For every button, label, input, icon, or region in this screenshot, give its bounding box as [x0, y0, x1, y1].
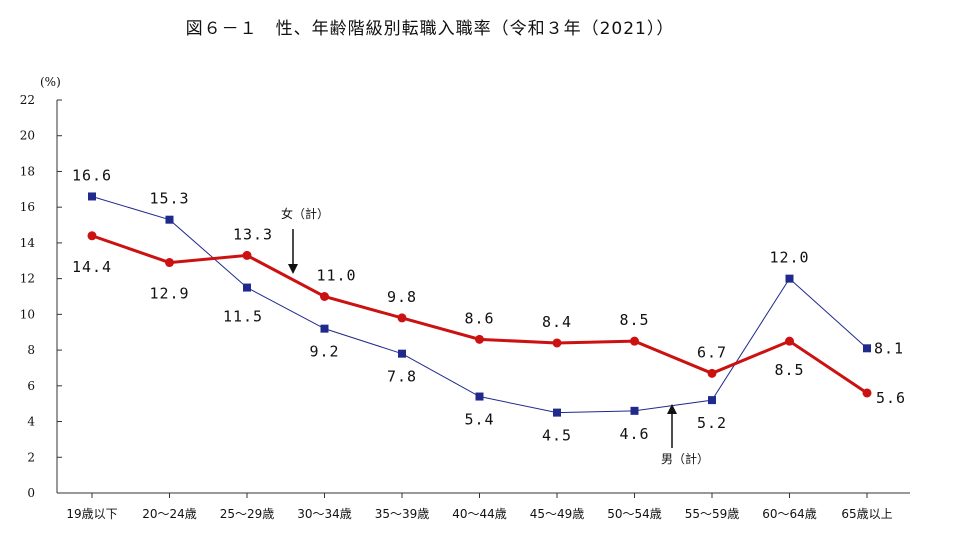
annotation-female-arrowhead [288, 264, 298, 274]
y-tick-label: 2 [27, 450, 35, 464]
y-tick-label: 0 [27, 486, 35, 500]
data-point-male [243, 283, 251, 292]
annotation-female: 女（計） [281, 206, 329, 221]
data-point-female [785, 336, 794, 346]
data-point-female [552, 338, 562, 348]
data-point-female [475, 334, 484, 344]
data-label-male: 15.3 [149, 190, 189, 208]
data-label-male: 4.6 [619, 425, 649, 443]
data-label-female: 11.0 [316, 267, 356, 285]
data-point-female [87, 231, 97, 241]
x-tick-label: 50～54歳 [607, 507, 662, 521]
data-label-female: 12.9 [149, 285, 189, 303]
data-point-female [397, 313, 407, 323]
data-point-male [630, 406, 639, 415]
data-point-male [785, 274, 794, 283]
y-tick-label: 18 [20, 164, 35, 178]
data-point-male [165, 215, 174, 224]
x-tick-label: 19歳以下 [66, 507, 117, 521]
data-label-male: 4.5 [542, 427, 572, 445]
data-label-male: 5.4 [464, 411, 494, 429]
data-label-male: 16.6 [72, 166, 112, 184]
data-label-male: 7.8 [387, 368, 417, 386]
data-label-female: 9.8 [387, 288, 417, 306]
y-tick-label: 6 [27, 379, 35, 393]
data-point-male [320, 324, 329, 333]
data-point-female [630, 336, 639, 346]
chart-title: 図６－１ 性、年齢階級別転職入職率（令和３年（2021）） [185, 19, 675, 39]
x-tick-label: 25～29歳 [220, 507, 275, 521]
data-label-female: 8.6 [464, 309, 494, 327]
annotation-male-arrowhead [667, 404, 677, 414]
data-point-female [862, 388, 872, 398]
x-tick-label: 65歳以上 [841, 507, 892, 521]
data-label-male: 11.5 [223, 308, 263, 326]
data-label-male: 5.2 [697, 414, 727, 432]
y-tick-label: 16 [20, 200, 35, 214]
y-tick-label: 20 [20, 129, 35, 143]
data-point-female [707, 368, 717, 378]
y-tick-label: 8 [27, 343, 35, 357]
data-label-female: 13.3 [233, 225, 273, 243]
x-tick-label: 20～24歳 [142, 507, 197, 521]
data-point-female [165, 258, 174, 268]
x-tick-label: 40～44歳 [452, 507, 507, 521]
data-point-male [553, 408, 561, 417]
y-tick-label: 10 [20, 307, 35, 321]
data-point-female [320, 292, 329, 301]
y-tick-label: 14 [20, 236, 36, 250]
data-label-male: 12.0 [769, 249, 809, 267]
data-point-male [398, 349, 406, 358]
data-label-male: 9.2 [309, 343, 339, 361]
y-tick-label: 4 [27, 415, 35, 429]
data-label-male: 8.1 [874, 339, 904, 357]
data-point-male [475, 392, 484, 401]
data-label-female: 14.4 [72, 258, 112, 276]
series-line-male [91, 195, 868, 414]
annotation-male: 男（計） [661, 451, 709, 466]
data-label-female: 8.5 [774, 361, 804, 379]
x-tick-label: 45～49歳 [530, 507, 585, 521]
y-axis-unit: (%) [40, 75, 61, 89]
data-point-male [708, 396, 716, 405]
y-tick-label: 22 [20, 93, 35, 107]
x-tick-label: 35～39歳 [375, 507, 430, 521]
data-point-male [88, 192, 96, 201]
data-point-female [242, 250, 252, 260]
x-tick-label: 55～59歳 [685, 507, 740, 521]
data-label-female: 8.4 [542, 313, 572, 331]
x-tick-label: 30～34歳 [297, 507, 352, 521]
data-label-female: 8.5 [619, 311, 649, 329]
x-tick-label: 60～64歳 [762, 507, 817, 521]
data-point-male [863, 344, 871, 353]
y-tick-label: 12 [20, 272, 35, 286]
data-label-female: 5.6 [876, 389, 906, 407]
data-label-female: 6.7 [697, 343, 727, 361]
